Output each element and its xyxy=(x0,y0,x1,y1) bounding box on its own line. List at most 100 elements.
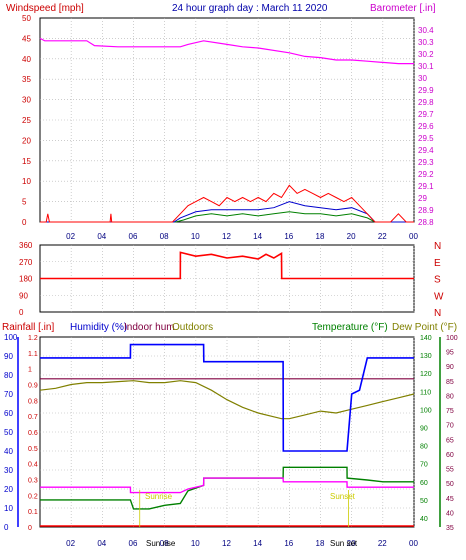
humidity-y-tick-label: 70 xyxy=(4,390,13,399)
sunrise-annotation: Sunrise xyxy=(145,492,173,501)
temp-y-tick-label: 70 xyxy=(420,462,428,469)
panel1-x-tick-label: 12 xyxy=(222,232,231,241)
dew-y-tick-label: 85 xyxy=(446,379,454,386)
dew-y-tick-label: 90 xyxy=(446,364,454,371)
baro-y-tick-label: 28.8 xyxy=(418,218,434,227)
baro-y-tick-label: 29.1 xyxy=(418,182,434,191)
outdoors-label: Outdoors xyxy=(172,322,213,333)
humidity-y-tick-label: 50 xyxy=(4,428,13,437)
wind-y-tick-label: 25 xyxy=(22,116,31,125)
dew-y-tick-label: 95 xyxy=(446,350,454,357)
temp-y-tick-label: 50 xyxy=(420,498,428,505)
temp-y-tick-label: 140 xyxy=(420,335,432,342)
rain-y-tick-label: 0 xyxy=(28,525,32,532)
direction-compass-label: E xyxy=(434,258,441,269)
temp-y-tick-label: 110 xyxy=(420,389,431,396)
dewpoint-label: Dew Point (°F) xyxy=(392,322,457,333)
panel3-x-tick-label: 20 xyxy=(347,539,356,548)
humidity-y-tick-label: 40 xyxy=(4,447,13,456)
direction-compass-label: N xyxy=(434,308,441,319)
rain-y-tick-label: 1.2 xyxy=(28,335,38,342)
baro-y-tick-label: 29.2 xyxy=(418,170,434,179)
rain-y-tick-label: 0.4 xyxy=(28,462,38,469)
rain-y-tick-label: 0.5 xyxy=(28,446,38,453)
panel3-x-tick-label: 14 xyxy=(253,539,262,548)
wind-barometer-panel: 0 5 10 15 20 25 30 35 40 45 50 28.8 28.9 29 29.1 29.2 29… xyxy=(22,14,434,241)
panel3-x-tick-label: 12 xyxy=(222,539,231,548)
chart-title: 24 hour graph day : March 11 2020 xyxy=(172,3,328,14)
humidity-y-tick-label: 80 xyxy=(4,371,13,380)
temperature-label: Temperature (°F) xyxy=(312,322,388,333)
wind-y-tick-label: 0 xyxy=(22,218,27,227)
sunset-annotation: Sunset xyxy=(330,492,356,501)
rain-y-tick-label: 0.1 xyxy=(28,509,38,516)
rain-humidity-temperature-panel: 010203040506070809010000.10.20.30.40.50.… xyxy=(4,333,458,548)
humidity-y-tick-label: 60 xyxy=(4,409,13,418)
wind-min-line xyxy=(40,211,414,223)
temp-y-tick-label: 90 xyxy=(420,425,428,432)
baro-y-tick-label: 29.9 xyxy=(418,86,434,95)
baro-y-tick-label: 30 xyxy=(418,74,427,83)
panel3-x-tick-label: 06 xyxy=(129,539,138,548)
dew-y-tick-label: 80 xyxy=(446,393,454,400)
outdoor-line xyxy=(40,477,414,494)
baro-y-tick-label: 30.1 xyxy=(418,62,434,71)
panel1-x-tick-label: 08 xyxy=(160,232,169,241)
rainfall-label: Rainfall [.in] xyxy=(2,322,54,333)
panel1-x-tick-label: 00 xyxy=(409,232,418,241)
direction-y-tick-label: 90 xyxy=(19,291,28,300)
wind-y-tick-label: 5 xyxy=(22,198,27,207)
direction-y-tick-label: 360 xyxy=(19,241,33,250)
dew-y-tick-label: 55 xyxy=(446,467,454,474)
temp-y-tick-label: 120 xyxy=(420,371,432,378)
barometer-line xyxy=(39,37,414,65)
rain-y-tick-label: 0.8 xyxy=(28,398,38,405)
rain-y-tick-label: 0.6 xyxy=(28,430,38,437)
panel1-x-tick-label: 20 xyxy=(347,232,356,241)
panel1-x-tick-label: 06 xyxy=(129,232,138,241)
rain-y-tick-label: 0.2 xyxy=(28,493,38,500)
direction-y-tick-label: 0 xyxy=(19,308,24,317)
baro-y-tick-label: 29.8 xyxy=(418,98,434,107)
panel1-x-tick-label: 18 xyxy=(316,232,325,241)
baro-y-tick-label: 29.5 xyxy=(418,134,434,143)
baro-y-tick-label: 29 xyxy=(418,194,427,203)
direction-compass-label: S xyxy=(434,275,441,286)
baro-y-tick-label: 30.4 xyxy=(418,26,434,35)
wind-direction-line xyxy=(40,251,414,280)
dew-y-tick-label: 40 xyxy=(446,510,454,517)
panel3-x-tick-label: 10 xyxy=(191,539,200,548)
panel3-x-tick-label: 18 xyxy=(316,539,325,548)
temp-y-tick-label: 40 xyxy=(420,516,428,523)
wind-y-tick-label: 10 xyxy=(22,177,31,186)
temp-y-tick-label: 100 xyxy=(420,407,432,414)
sunset-x-mark: Sun set xyxy=(330,539,358,548)
wind-y-tick-label: 20 xyxy=(22,136,31,145)
dewpoint-line xyxy=(39,380,415,420)
panel1-x-tick-label: 10 xyxy=(191,232,200,241)
temp-y-tick-label: 80 xyxy=(420,444,428,451)
panel3-x-tick-label: 22 xyxy=(378,539,387,548)
humidity-y-tick-label: 100 xyxy=(4,333,18,342)
dew-y-tick-label: 60 xyxy=(446,452,454,459)
humidity-y-tick-label: 10 xyxy=(4,504,13,513)
baro-y-tick-label: 29.6 xyxy=(418,122,434,131)
humidity-y-tick-label: 30 xyxy=(4,466,13,475)
panel3-x-tick-label: 08 xyxy=(160,539,169,548)
humidity-label: Humidity (%) xyxy=(70,322,127,333)
indoor-hum-label: Indoor hum xyxy=(124,322,175,333)
panel3-x-tick-label: 16 xyxy=(284,539,293,548)
rain-y-tick-label: 1 xyxy=(28,367,32,374)
humidity-y-tick-label: 0 xyxy=(4,523,9,532)
wind-y-tick-label: 35 xyxy=(22,75,31,84)
wind-y-tick-label: 15 xyxy=(22,157,31,166)
wind-y-tick-label: 45 xyxy=(22,34,31,43)
dew-y-tick-label: 75 xyxy=(446,408,454,415)
panel1-x-tick-label: 14 xyxy=(253,232,262,241)
sunrise-x-mark: Sun rise xyxy=(146,539,176,548)
dew-y-tick-label: 65 xyxy=(446,437,454,444)
baro-y-tick-label: 29.4 xyxy=(418,146,434,155)
dew-y-tick-label: 100 xyxy=(446,335,458,342)
